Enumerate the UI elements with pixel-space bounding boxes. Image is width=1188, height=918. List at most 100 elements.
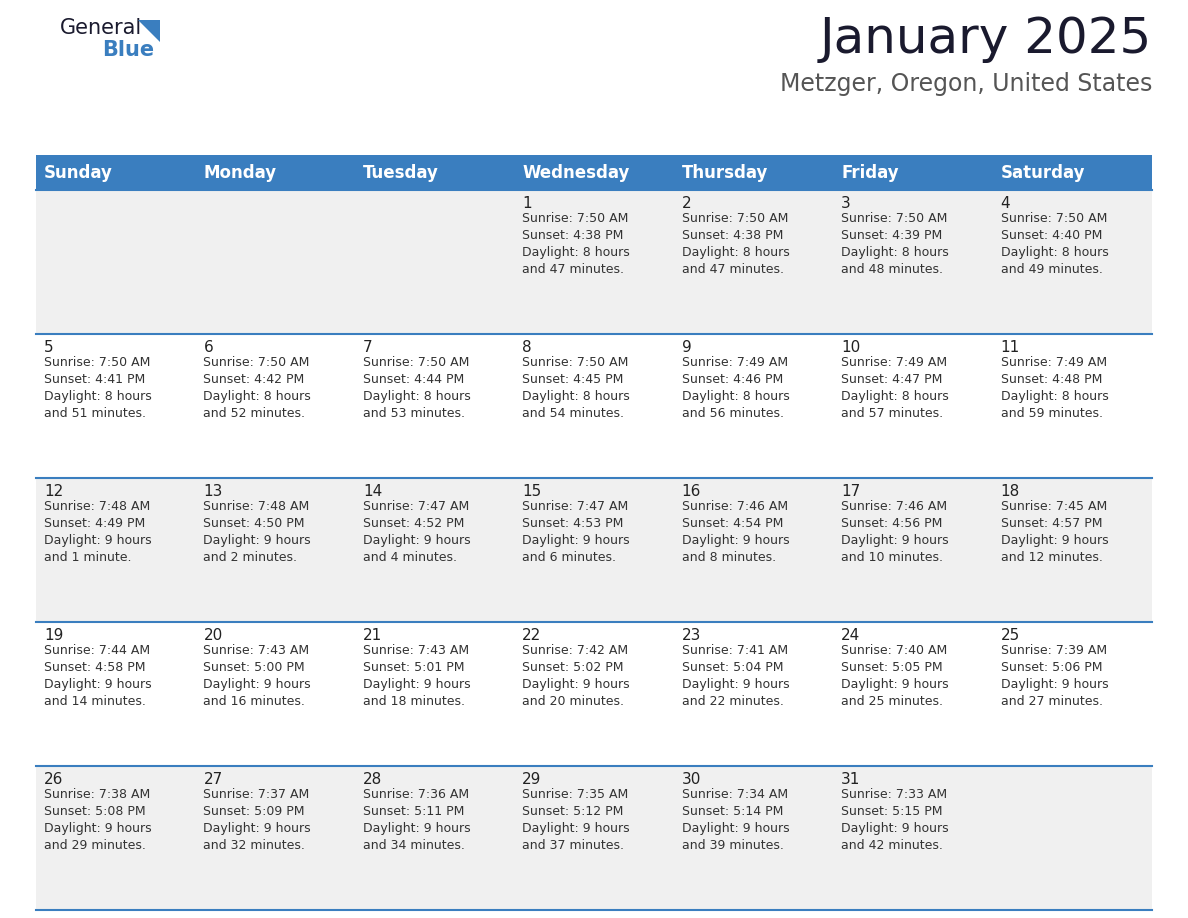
Text: 13: 13	[203, 484, 223, 499]
Text: 29: 29	[523, 772, 542, 787]
Text: Thursday: Thursday	[682, 163, 769, 182]
Bar	[992, 334, 1152, 478]
Text: Sunrise: 7:49 AM
Sunset: 4:47 PM
Daylight: 8 hours
and 57 minutes.: Sunrise: 7:49 AM Sunset: 4:47 PM Dayligh…	[841, 356, 949, 420]
Bar	[674, 334, 833, 478]
Text: 22: 22	[523, 628, 542, 643]
Text: Sunrise: 7:41 AM
Sunset: 5:04 PM
Daylight: 9 hours
and 22 minutes.: Sunrise: 7:41 AM Sunset: 5:04 PM Dayligh…	[682, 644, 789, 708]
Bar	[355, 766, 514, 910]
Text: Sunrise: 7:33 AM
Sunset: 5:15 PM
Daylight: 9 hours
and 42 minutes.: Sunrise: 7:33 AM Sunset: 5:15 PM Dayligh…	[841, 788, 949, 852]
Text: 8: 8	[523, 340, 532, 355]
Text: 21: 21	[362, 628, 383, 643]
Text: 5: 5	[44, 340, 53, 355]
Bar	[514, 155, 674, 190]
Bar	[196, 622, 355, 766]
Text: Sunrise: 7:50 AM
Sunset: 4:40 PM
Daylight: 8 hours
and 49 minutes.: Sunrise: 7:50 AM Sunset: 4:40 PM Dayligh…	[1000, 212, 1108, 276]
Text: Sunrise: 7:40 AM
Sunset: 5:05 PM
Daylight: 9 hours
and 25 minutes.: Sunrise: 7:40 AM Sunset: 5:05 PM Dayligh…	[841, 644, 949, 708]
Bar	[196, 190, 355, 334]
Text: Sunrise: 7:43 AM
Sunset: 5:00 PM
Daylight: 9 hours
and 16 minutes.: Sunrise: 7:43 AM Sunset: 5:00 PM Dayligh…	[203, 644, 311, 708]
Text: 16: 16	[682, 484, 701, 499]
Bar	[992, 622, 1152, 766]
Text: Tuesday: Tuesday	[362, 163, 438, 182]
Text: Sunrise: 7:42 AM
Sunset: 5:02 PM
Daylight: 9 hours
and 20 minutes.: Sunrise: 7:42 AM Sunset: 5:02 PM Dayligh…	[523, 644, 630, 708]
Text: 11: 11	[1000, 340, 1019, 355]
Bar	[514, 190, 674, 334]
Text: Metzger, Oregon, United States: Metzger, Oregon, United States	[779, 72, 1152, 96]
Bar	[355, 334, 514, 478]
Text: 12: 12	[44, 484, 63, 499]
Bar	[674, 155, 833, 190]
Text: Sunrise: 7:50 AM
Sunset: 4:39 PM
Daylight: 8 hours
and 48 minutes.: Sunrise: 7:50 AM Sunset: 4:39 PM Dayligh…	[841, 212, 949, 276]
Text: Sunrise: 7:47 AM
Sunset: 4:53 PM
Daylight: 9 hours
and 6 minutes.: Sunrise: 7:47 AM Sunset: 4:53 PM Dayligh…	[523, 500, 630, 564]
Bar	[674, 622, 833, 766]
Bar	[514, 334, 674, 478]
Text: 2: 2	[682, 196, 691, 211]
Text: Sunrise: 7:43 AM
Sunset: 5:01 PM
Daylight: 9 hours
and 18 minutes.: Sunrise: 7:43 AM Sunset: 5:01 PM Dayligh…	[362, 644, 470, 708]
Text: 26: 26	[44, 772, 63, 787]
Bar	[833, 155, 992, 190]
Text: Sunrise: 7:49 AM
Sunset: 4:48 PM
Daylight: 8 hours
and 59 minutes.: Sunrise: 7:49 AM Sunset: 4:48 PM Dayligh…	[1000, 356, 1108, 420]
Text: 15: 15	[523, 484, 542, 499]
Bar	[992, 478, 1152, 622]
Bar	[514, 622, 674, 766]
Bar	[196, 155, 355, 190]
Text: 7: 7	[362, 340, 373, 355]
Text: Wednesday: Wednesday	[523, 163, 630, 182]
Text: 31: 31	[841, 772, 860, 787]
Text: 9: 9	[682, 340, 691, 355]
Bar	[833, 766, 992, 910]
Text: 1: 1	[523, 196, 532, 211]
Text: Sunrise: 7:38 AM
Sunset: 5:08 PM
Daylight: 9 hours
and 29 minutes.: Sunrise: 7:38 AM Sunset: 5:08 PM Dayligh…	[44, 788, 152, 852]
Bar	[36, 766, 196, 910]
Text: Sunrise: 7:45 AM
Sunset: 4:57 PM
Daylight: 9 hours
and 12 minutes.: Sunrise: 7:45 AM Sunset: 4:57 PM Dayligh…	[1000, 500, 1108, 564]
Text: Sunrise: 7:39 AM
Sunset: 5:06 PM
Daylight: 9 hours
and 27 minutes.: Sunrise: 7:39 AM Sunset: 5:06 PM Dayligh…	[1000, 644, 1108, 708]
Bar	[514, 478, 674, 622]
Bar	[36, 155, 196, 190]
Text: Monday: Monday	[203, 163, 277, 182]
Bar	[674, 766, 833, 910]
Text: 20: 20	[203, 628, 222, 643]
Bar	[992, 766, 1152, 910]
Text: 19: 19	[44, 628, 63, 643]
Text: General: General	[61, 18, 143, 38]
Text: Sunrise: 7:47 AM
Sunset: 4:52 PM
Daylight: 9 hours
and 4 minutes.: Sunrise: 7:47 AM Sunset: 4:52 PM Dayligh…	[362, 500, 470, 564]
Text: 30: 30	[682, 772, 701, 787]
Text: Sunrise: 7:50 AM
Sunset: 4:41 PM
Daylight: 8 hours
and 51 minutes.: Sunrise: 7:50 AM Sunset: 4:41 PM Dayligh…	[44, 356, 152, 420]
Text: Sunday: Sunday	[44, 163, 113, 182]
Text: Sunrise: 7:50 AM
Sunset: 4:45 PM
Daylight: 8 hours
and 54 minutes.: Sunrise: 7:50 AM Sunset: 4:45 PM Dayligh…	[523, 356, 630, 420]
Bar	[355, 155, 514, 190]
Text: Friday: Friday	[841, 163, 899, 182]
Polygon shape	[138, 20, 160, 42]
Text: Sunrise: 7:48 AM
Sunset: 4:50 PM
Daylight: 9 hours
and 2 minutes.: Sunrise: 7:48 AM Sunset: 4:50 PM Dayligh…	[203, 500, 311, 564]
Bar	[36, 478, 196, 622]
Text: Sunrise: 7:50 AM
Sunset: 4:42 PM
Daylight: 8 hours
and 52 minutes.: Sunrise: 7:50 AM Sunset: 4:42 PM Dayligh…	[203, 356, 311, 420]
Bar	[196, 478, 355, 622]
Bar	[674, 478, 833, 622]
Text: 17: 17	[841, 484, 860, 499]
Text: Sunrise: 7:35 AM
Sunset: 5:12 PM
Daylight: 9 hours
and 37 minutes.: Sunrise: 7:35 AM Sunset: 5:12 PM Dayligh…	[523, 788, 630, 852]
Text: 18: 18	[1000, 484, 1019, 499]
Text: Sunrise: 7:34 AM
Sunset: 5:14 PM
Daylight: 9 hours
and 39 minutes.: Sunrise: 7:34 AM Sunset: 5:14 PM Dayligh…	[682, 788, 789, 852]
Text: 23: 23	[682, 628, 701, 643]
Text: Sunrise: 7:50 AM
Sunset: 4:38 PM
Daylight: 8 hours
and 47 minutes.: Sunrise: 7:50 AM Sunset: 4:38 PM Dayligh…	[682, 212, 790, 276]
Bar	[674, 190, 833, 334]
Bar	[833, 190, 992, 334]
Bar	[833, 478, 992, 622]
Text: 3: 3	[841, 196, 851, 211]
Text: 28: 28	[362, 772, 383, 787]
Text: Blue: Blue	[102, 40, 154, 60]
Text: Saturday: Saturday	[1000, 163, 1085, 182]
Text: 24: 24	[841, 628, 860, 643]
Text: 4: 4	[1000, 196, 1010, 211]
Text: Sunrise: 7:50 AM
Sunset: 4:38 PM
Daylight: 8 hours
and 47 minutes.: Sunrise: 7:50 AM Sunset: 4:38 PM Dayligh…	[523, 212, 630, 276]
Text: 6: 6	[203, 340, 213, 355]
Text: Sunrise: 7:49 AM
Sunset: 4:46 PM
Daylight: 8 hours
and 56 minutes.: Sunrise: 7:49 AM Sunset: 4:46 PM Dayligh…	[682, 356, 790, 420]
Bar	[514, 766, 674, 910]
Bar	[355, 478, 514, 622]
Text: Sunrise: 7:37 AM
Sunset: 5:09 PM
Daylight: 9 hours
and 32 minutes.: Sunrise: 7:37 AM Sunset: 5:09 PM Dayligh…	[203, 788, 311, 852]
Text: Sunrise: 7:50 AM
Sunset: 4:44 PM
Daylight: 8 hours
and 53 minutes.: Sunrise: 7:50 AM Sunset: 4:44 PM Dayligh…	[362, 356, 470, 420]
Bar	[355, 622, 514, 766]
Bar	[36, 190, 196, 334]
Text: 10: 10	[841, 340, 860, 355]
Bar	[833, 622, 992, 766]
Text: Sunrise: 7:36 AM
Sunset: 5:11 PM
Daylight: 9 hours
and 34 minutes.: Sunrise: 7:36 AM Sunset: 5:11 PM Dayligh…	[362, 788, 470, 852]
